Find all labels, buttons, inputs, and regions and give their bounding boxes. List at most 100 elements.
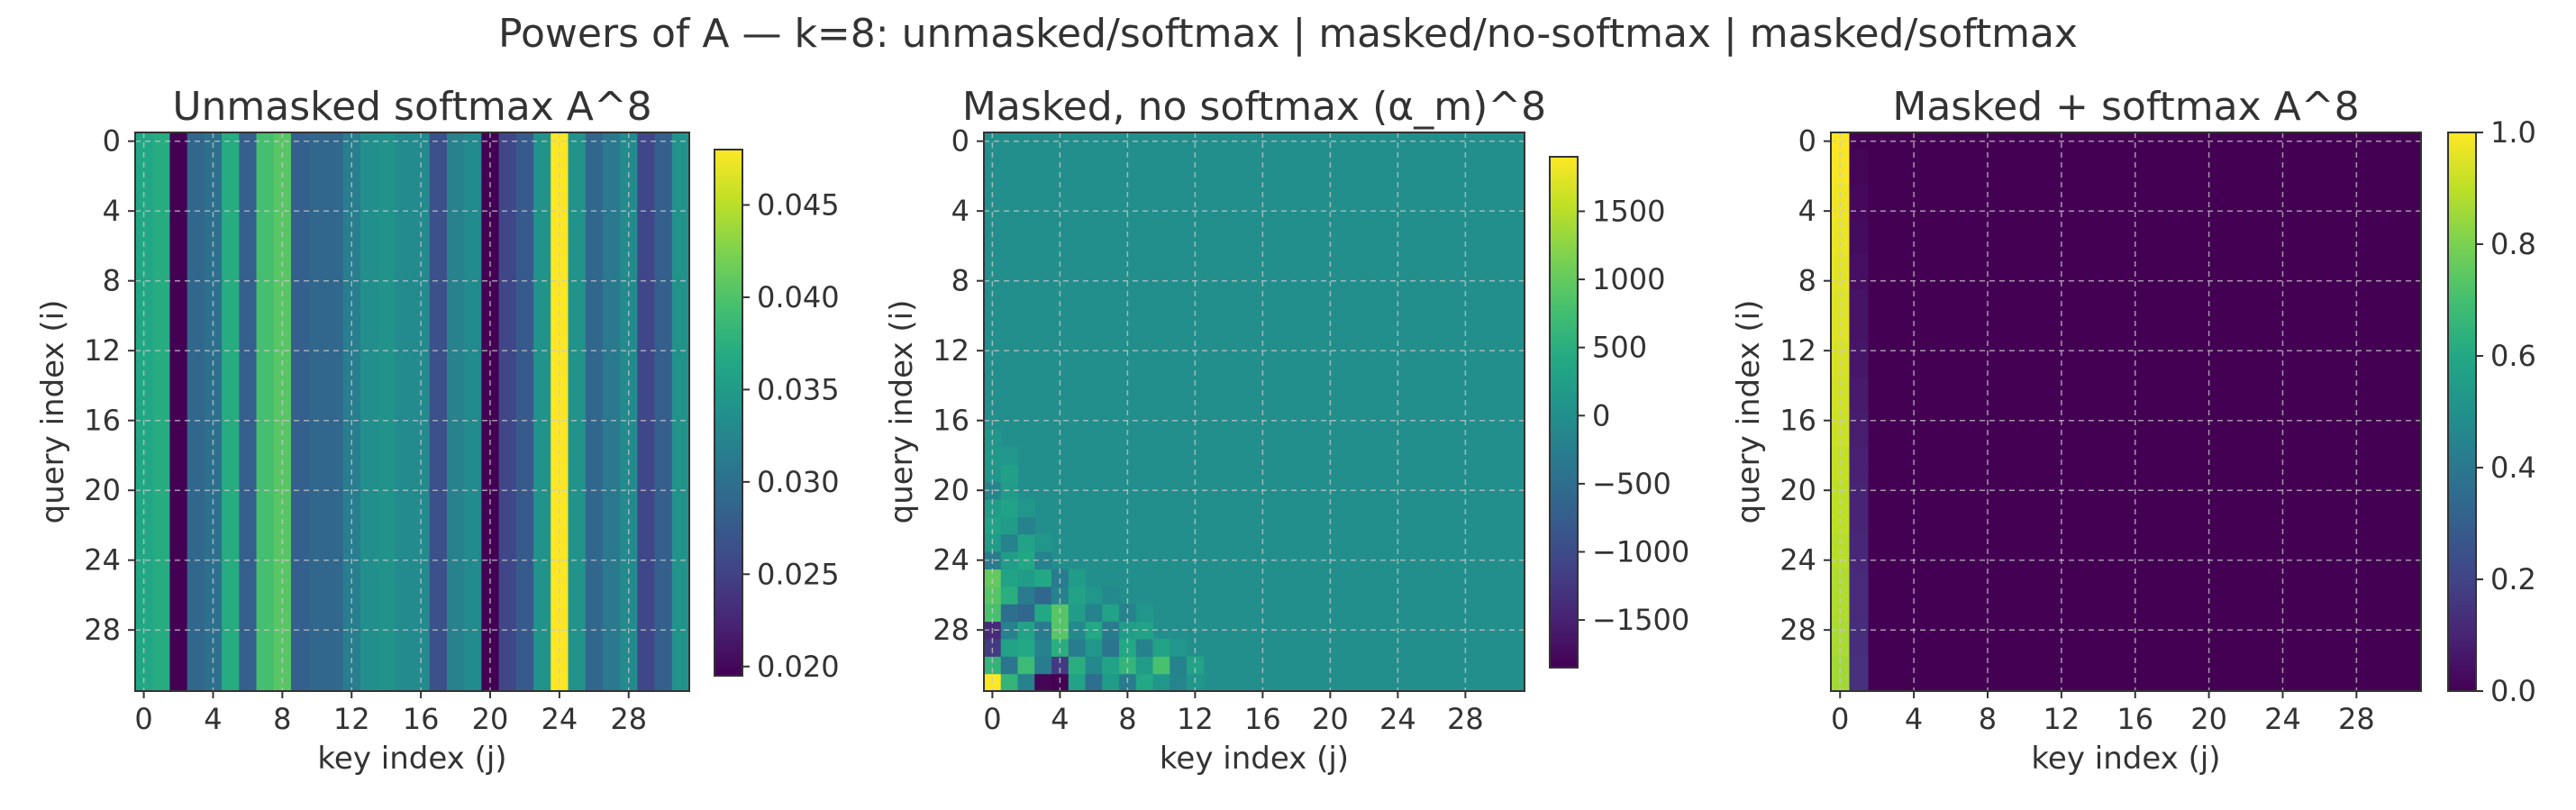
colorbar-tick-label: 0.035 bbox=[757, 372, 840, 406]
heatmap-cell bbox=[1017, 533, 1035, 552]
heatmap-cell bbox=[1135, 656, 1154, 675]
y-axis-label: query index (i) bbox=[1731, 300, 1767, 524]
heatmap-column-23 bbox=[533, 132, 551, 691]
heatmap-cell bbox=[1849, 132, 1869, 150]
heatmap-cell bbox=[1034, 673, 1052, 692]
heatmap-cell bbox=[1152, 673, 1170, 692]
heatmap-cell bbox=[1000, 516, 1019, 535]
heatmap-cells bbox=[1831, 132, 2421, 692]
colorbar-tick-label: 0.040 bbox=[757, 280, 840, 314]
panel-title: Unmasked softmax A^8 bbox=[172, 84, 651, 130]
x-tick-label: 12 bbox=[1177, 702, 1214, 736]
heatmap-cell bbox=[1849, 324, 1869, 343]
heatmap-cell bbox=[1068, 586, 1087, 605]
heatmap-column-6 bbox=[239, 132, 258, 691]
heatmap-column-30 bbox=[654, 132, 673, 691]
heatmap-cell bbox=[1000, 656, 1019, 675]
heatmap-column-9 bbox=[290, 132, 309, 691]
heatmap-cell bbox=[1849, 272, 1869, 290]
heatmap-cell bbox=[1000, 551, 1019, 569]
heatmap-column-5 bbox=[222, 132, 240, 691]
heatmap-cell bbox=[1102, 638, 1120, 657]
x-tick-label: 4 bbox=[204, 702, 222, 736]
y-tick-label: 24 bbox=[1780, 543, 1816, 578]
x-axis-label: key index (j) bbox=[2031, 741, 2220, 777]
plot-frame bbox=[983, 132, 1525, 692]
colorbar-tick-label: 0.020 bbox=[757, 650, 840, 684]
grid-lines bbox=[135, 132, 689, 691]
x-tick-label: 16 bbox=[1244, 702, 1281, 736]
y-tick-label: 4 bbox=[951, 194, 969, 228]
heatmap-column-17 bbox=[429, 132, 448, 691]
heatmap-cell bbox=[1831, 586, 1851, 605]
heatmap-cell bbox=[1119, 638, 1137, 657]
heatmap-column-11 bbox=[325, 132, 344, 691]
x-tick-label: 20 bbox=[2190, 702, 2227, 736]
heatmap-cell bbox=[1017, 569, 1035, 587]
heatmap-column-15 bbox=[395, 132, 414, 691]
heatmap-cell bbox=[1034, 638, 1052, 657]
x-tick-label: 24 bbox=[1379, 702, 1416, 736]
heatmap-cell bbox=[1849, 446, 1869, 465]
colorbar-tick-label: 0.6 bbox=[2490, 339, 2536, 373]
colorbar-tick-label: 0.030 bbox=[757, 465, 840, 499]
heatmap-cell bbox=[1849, 621, 1869, 640]
plot-frame bbox=[1830, 132, 2422, 692]
grid-lines bbox=[984, 132, 1525, 691]
heatmap-cell bbox=[1102, 604, 1120, 623]
heatmap-cell bbox=[1068, 604, 1087, 623]
y-tick-label: 8 bbox=[951, 264, 969, 298]
heatmap-cell bbox=[1849, 638, 1869, 657]
heatmap-column-21 bbox=[498, 132, 517, 691]
y-tick-label: 4 bbox=[1798, 194, 1816, 228]
y-tick-label: 24 bbox=[84, 543, 121, 578]
heatmap-cell bbox=[1849, 429, 1869, 448]
colorbar bbox=[714, 149, 743, 677]
heatmap-cells bbox=[135, 132, 690, 691]
colorbar-tick-label: 1500 bbox=[1592, 194, 1665, 228]
heatmap-cell bbox=[1170, 673, 1188, 692]
heatmap-cell bbox=[984, 586, 1002, 605]
heatmap-cell bbox=[1034, 586, 1052, 605]
heatmap-column-14 bbox=[378, 132, 396, 691]
heatmap-cell bbox=[1849, 412, 1869, 430]
heatmap-cell bbox=[1085, 656, 1103, 675]
heatmap-cell bbox=[1068, 638, 1087, 657]
heatmap-cell bbox=[984, 638, 1002, 657]
heatmap-cell bbox=[1000, 533, 1019, 552]
heatmap-cell bbox=[1068, 673, 1087, 692]
x-tick-label: 0 bbox=[134, 702, 152, 736]
heatmap-cell bbox=[1051, 586, 1070, 605]
heatmap-cell bbox=[1085, 673, 1103, 692]
colorbar-tick-label: −1500 bbox=[1592, 603, 1689, 637]
heatmap-cell bbox=[1152, 656, 1170, 675]
heatmap-cell bbox=[1102, 621, 1120, 640]
x-tick-label: 0 bbox=[983, 702, 1001, 736]
heatmap-cell bbox=[1017, 586, 1035, 605]
grid-lines bbox=[1831, 132, 2421, 691]
heatmap-cell bbox=[1000, 569, 1019, 587]
x-tick-label: 4 bbox=[1905, 702, 1923, 736]
heatmap-cell bbox=[1849, 359, 1869, 378]
heatmap-panel-unmasked-softmax: 0 4 8 12 16 20 24 28 0 4 8 12 16 20 24 28 Unmasked softm… bbox=[35, 84, 840, 777]
heatmap-cell bbox=[1085, 586, 1103, 605]
x-tick-label: 8 bbox=[1118, 702, 1136, 736]
heatmap-cell bbox=[1849, 167, 1869, 186]
heatmap-cell bbox=[1849, 464, 1869, 483]
heatmap-column-22 bbox=[515, 132, 534, 691]
heatmap-cell bbox=[1000, 638, 1019, 657]
heatmap-cell bbox=[1831, 202, 1851, 221]
heatmap-cell bbox=[1849, 394, 1869, 413]
colorbar-tick-label: 1.0 bbox=[2490, 115, 2536, 150]
heatmap-cell bbox=[1849, 673, 1869, 692]
heatmap-column-29 bbox=[637, 132, 656, 691]
heatmap-cell bbox=[984, 429, 1002, 448]
colorbar-tick-label: 0.2 bbox=[2490, 562, 2536, 596]
y-tick-label: 28 bbox=[1780, 613, 1816, 647]
heatmap-column-27 bbox=[602, 132, 621, 691]
heatmap-cell bbox=[1102, 656, 1120, 675]
heatmap-cell bbox=[1034, 533, 1052, 552]
colorbar-tick-label: 0.4 bbox=[2490, 451, 2536, 485]
x-tick-label: 8 bbox=[273, 702, 291, 736]
colorbar-tick-label: 0.8 bbox=[2490, 227, 2536, 261]
